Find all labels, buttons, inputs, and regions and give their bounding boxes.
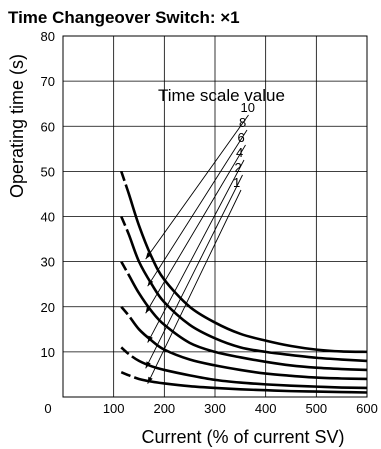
- leader-line-4: [147, 159, 245, 343]
- legend-label-8: 8: [239, 115, 246, 130]
- x-tick-label: 0: [44, 401, 51, 416]
- series-line-2: [120, 346, 368, 390]
- leader-arrowhead-1: [147, 376, 153, 384]
- leader-arrowhead-8: [147, 279, 154, 287]
- tick-labels: 0 100 200 300 400 500 600 10 20 30 40 50 60 70 80: [41, 29, 378, 416]
- legend-label-6: 6: [238, 130, 245, 145]
- x-tick-label: 600: [356, 401, 378, 416]
- x-tick-label: 400: [255, 401, 277, 416]
- x-tick-label: 100: [103, 401, 125, 416]
- y-tick-label: 70: [41, 74, 55, 89]
- y-tick-label: 40: [41, 210, 55, 225]
- x-axis-label: Current (% of current SV): [141, 427, 344, 447]
- x-tick-label: 200: [153, 401, 175, 416]
- series-line-6: [120, 260, 368, 372]
- y-tick-label: 20: [41, 300, 55, 315]
- leader-line-8: [147, 129, 248, 287]
- leader-arrowhead-2: [145, 361, 151, 369]
- y-tick-label: 50: [41, 164, 55, 179]
- leader-line-6: [145, 144, 246, 314]
- chart-title: Time Changeover Switch: ×1: [8, 8, 240, 27]
- y-tick-label: 60: [41, 119, 55, 134]
- plot-frame: [62, 35, 368, 398]
- leader-line-1: [147, 189, 242, 384]
- leader-line-2: [145, 174, 243, 369]
- x-tick-label: 500: [305, 401, 327, 416]
- legend-label-2: 2: [235, 160, 242, 175]
- y-axis-label: Operating time (s): [7, 54, 27, 198]
- leader-arrowhead-6: [145, 306, 152, 314]
- series-line-4: [120, 305, 368, 381]
- x-tick-label: 300: [204, 401, 226, 416]
- legend-label-4: 4: [236, 145, 243, 160]
- legend-title: Time scale value: [158, 86, 285, 105]
- legend-label-1: 1: [233, 175, 240, 190]
- legend-label-10: 10: [241, 100, 255, 115]
- series-line-10: [120, 170, 368, 354]
- series-line-8: [120, 215, 368, 363]
- leader-arrowhead-10: [145, 252, 152, 260]
- series-line-1: [120, 370, 368, 394]
- y-tick-label: 10: [41, 345, 55, 360]
- leader-line-10: [145, 114, 249, 260]
- series-lines: [120, 170, 368, 394]
- y-tick-label: 80: [41, 29, 55, 44]
- y-tick-label: 30: [41, 255, 55, 270]
- leader-arrowhead-4: [147, 335, 153, 343]
